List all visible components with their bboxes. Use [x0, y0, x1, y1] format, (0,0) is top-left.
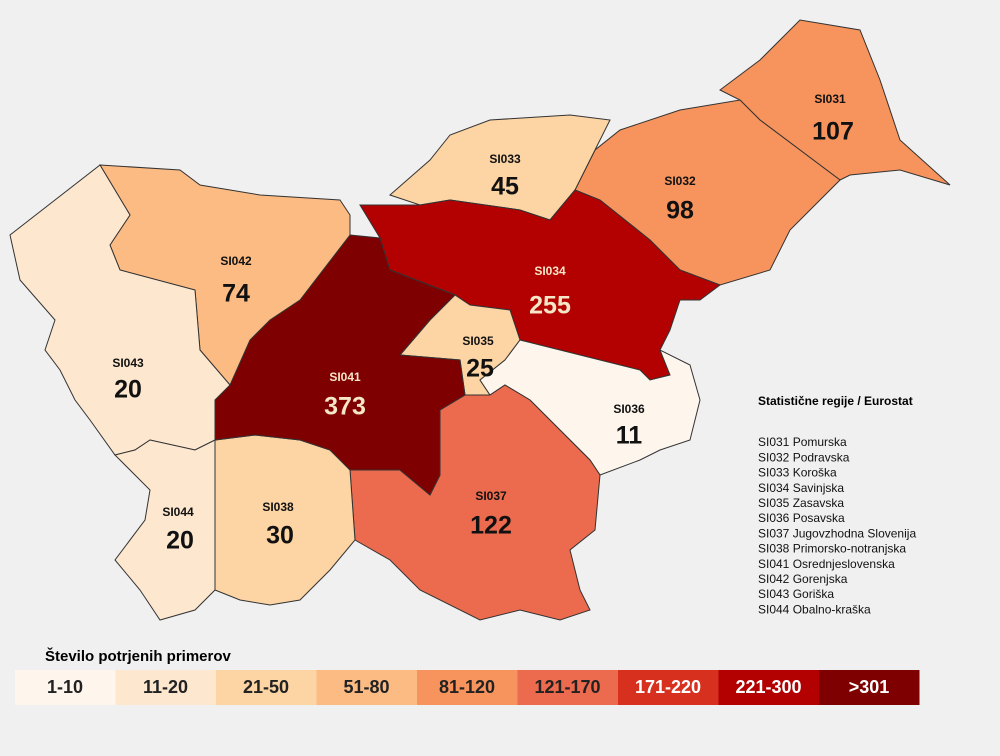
- key-item: SI043 Goriška: [758, 587, 834, 601]
- legend-swatch: [517, 670, 618, 705]
- key-item: SI034 Savinjska: [758, 481, 844, 495]
- key-item: SI032 Podravska: [758, 450, 850, 464]
- region-value: 45: [491, 173, 519, 201]
- region-code: SI044: [162, 505, 194, 519]
- key-item: SI041 Osrednjeslovenska: [758, 557, 895, 571]
- legend-swatch: [718, 670, 819, 705]
- region-value: 107: [812, 118, 854, 146]
- legend-label: 221-300: [735, 677, 801, 697]
- region-value: 30: [266, 522, 294, 550]
- legend-label: 171-220: [635, 677, 701, 697]
- key-item: SI037 Jugovzhodna Slovenija: [758, 526, 916, 540]
- legend-label: 11-20: [143, 677, 188, 697]
- region-value: 74: [222, 280, 250, 308]
- region-code: SI037: [475, 489, 507, 503]
- region-value: 373: [324, 393, 366, 421]
- legend-swatch: [115, 670, 216, 705]
- region-code: SI043: [112, 356, 144, 370]
- region-value: 11: [616, 422, 643, 450]
- region-value: 122: [470, 512, 512, 540]
- region-value: 98: [666, 197, 694, 225]
- key-item: SI031 Pomurska: [758, 435, 847, 449]
- region-code: SI031: [814, 92, 846, 106]
- legend-swatch: [417, 670, 518, 705]
- legend-label: 21-50: [243, 677, 289, 697]
- region: [114, 439, 216, 621]
- legend-label: >301: [849, 677, 890, 697]
- legend-swatch: [618, 670, 719, 705]
- region-value: 20: [114, 376, 142, 404]
- legend-swatch: [316, 670, 417, 705]
- region-code: SI036: [613, 402, 645, 416]
- region-code: SI038: [262, 500, 294, 514]
- key-item: SI038 Primorsko-notranjska: [758, 542, 906, 556]
- region-code: SI032: [664, 174, 696, 188]
- key-item: SI044 Obalno-kraška: [758, 602, 871, 616]
- legend-title: Število potrjenih primerov: [45, 647, 232, 665]
- key-item: SI036 Posavska: [758, 511, 845, 525]
- legend-swatch: [216, 670, 317, 705]
- key-item: SI033 Koroška: [758, 466, 837, 480]
- region-code: SI035: [462, 334, 494, 348]
- legend-label: 121-170: [534, 677, 600, 697]
- legend-swatch: [819, 670, 920, 705]
- legend-label: 51-80: [343, 677, 389, 697]
- region-value: 20: [166, 527, 194, 555]
- legend-label: 1-10: [47, 677, 83, 697]
- legend-label: 81-120: [439, 677, 495, 697]
- region-code: SI034: [534, 264, 566, 278]
- legend-swatch: [15, 670, 116, 705]
- region-value: 255: [529, 292, 571, 320]
- key-title: Statistične regije / Eurostat: [758, 394, 913, 408]
- key-item: SI035 Zasavska: [758, 496, 844, 510]
- region-value: 25: [466, 355, 494, 383]
- key-item: SI042 Gorenjska: [758, 572, 848, 586]
- region-code: SI041: [329, 370, 361, 384]
- region-code: SI042: [220, 254, 252, 268]
- region-code: SI033: [489, 152, 521, 166]
